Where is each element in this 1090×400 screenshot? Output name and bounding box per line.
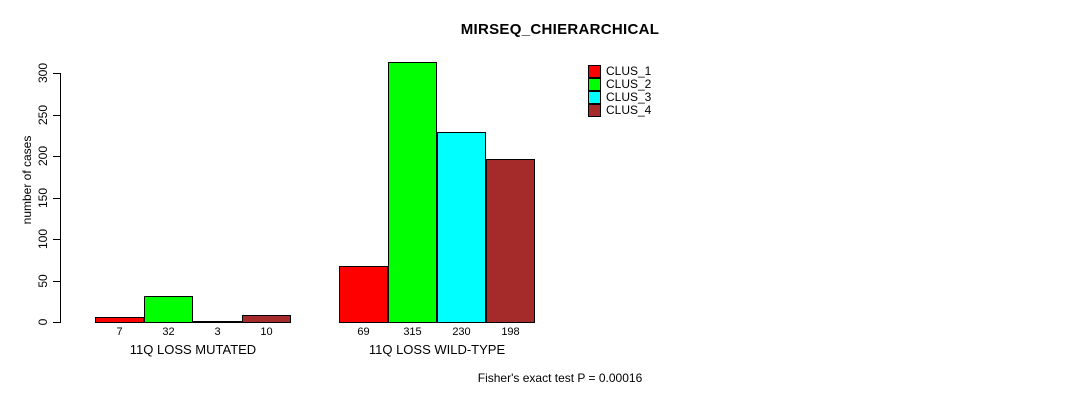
bar-value-label: 10 [260,326,273,338]
legend-swatch-clus_3 [588,91,601,104]
bar-clus_1 [95,317,144,323]
y-axis-tick [53,281,60,282]
x-axis-category-label: 11Q LOSS WILD-TYPE [368,342,506,357]
bar-clus_3 [437,132,486,323]
chart-title: MIRSEQ_CHIERARCHICAL [460,21,660,38]
y-axis-tick-label: 0 [36,318,50,326]
bar-clus_2 [144,296,193,323]
legend-swatch-clus_4 [588,104,601,117]
bar-value-label: 7 [116,326,123,338]
y-axis-tick [53,73,60,74]
legend-label-clus_3: CLUS_3 [606,90,652,104]
y-axis-tick [53,322,60,323]
bar-clus_4 [486,159,535,323]
y-axis-tick-label: 50 [36,274,50,288]
bar-clus_2 [388,62,437,323]
bar-value-label: 315 [403,326,422,338]
bar-clus_3 [193,321,242,323]
bar-value-label: 69 [357,326,370,338]
y-axis-tick-label: 200 [36,145,50,167]
y-axis-tick [53,239,60,240]
bar-clus_4 [242,315,291,323]
legend-swatch-clus_1 [588,65,601,78]
legend-swatch-clus_2 [588,78,601,91]
y-axis-tick-label: 250 [36,104,50,126]
y-axis-tick [53,156,60,157]
x-axis-category-label: 11Q LOSS MUTATED [129,342,257,357]
bar-value-label: 3 [214,326,221,338]
y-axis-tick-label: 300 [36,62,50,84]
legend-label-clus_2: CLUS_2 [606,77,652,91]
bar-value-label: 198 [501,326,520,338]
y-axis-tick-label: 100 [36,228,50,250]
y-axis-title: number of cases [20,135,34,225]
bar-value-label: 230 [452,326,471,338]
y-axis-tick [53,198,60,199]
stat-test-annotation: Fisher's exact test P = 0.00016 [477,371,643,385]
legend-label-clus_1: CLUS_1 [606,64,652,78]
bar-value-label: 32 [162,326,175,338]
bar-clus_1 [339,266,388,323]
y-axis-line [60,73,61,323]
y-axis-tick [53,115,60,116]
y-axis-tick-label: 150 [36,187,50,209]
legend-label-clus_4: CLUS_4 [606,103,652,117]
